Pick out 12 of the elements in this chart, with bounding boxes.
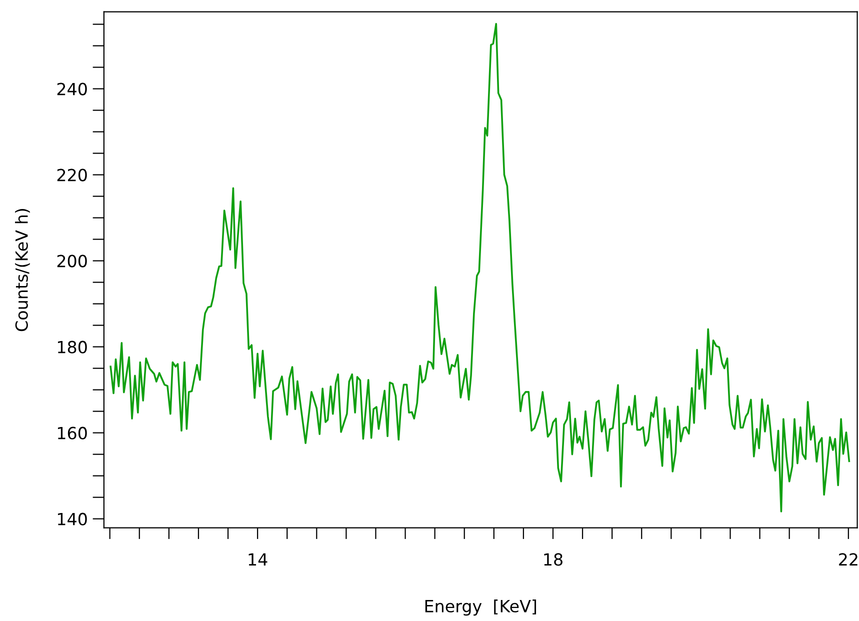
y-tick-label: 200 <box>57 254 87 268</box>
y-tick-label: 240 <box>57 82 87 96</box>
x-tick-label: 14 <box>248 553 268 566</box>
y-tick-label: 140 <box>58 512 87 526</box>
y-tick-label: 180 <box>58 340 87 354</box>
x-axis-title: Energy [KeV] <box>425 600 536 616</box>
y-axis-title: Counts/(KeV h) <box>15 209 30 332</box>
line-series <box>110 22 850 512</box>
y-tick-label: 220 <box>57 168 87 182</box>
y-tick-label: 160 <box>58 426 87 440</box>
x-tick-label: 22 <box>839 553 858 566</box>
x-tick-label: 18 <box>544 553 562 566</box>
